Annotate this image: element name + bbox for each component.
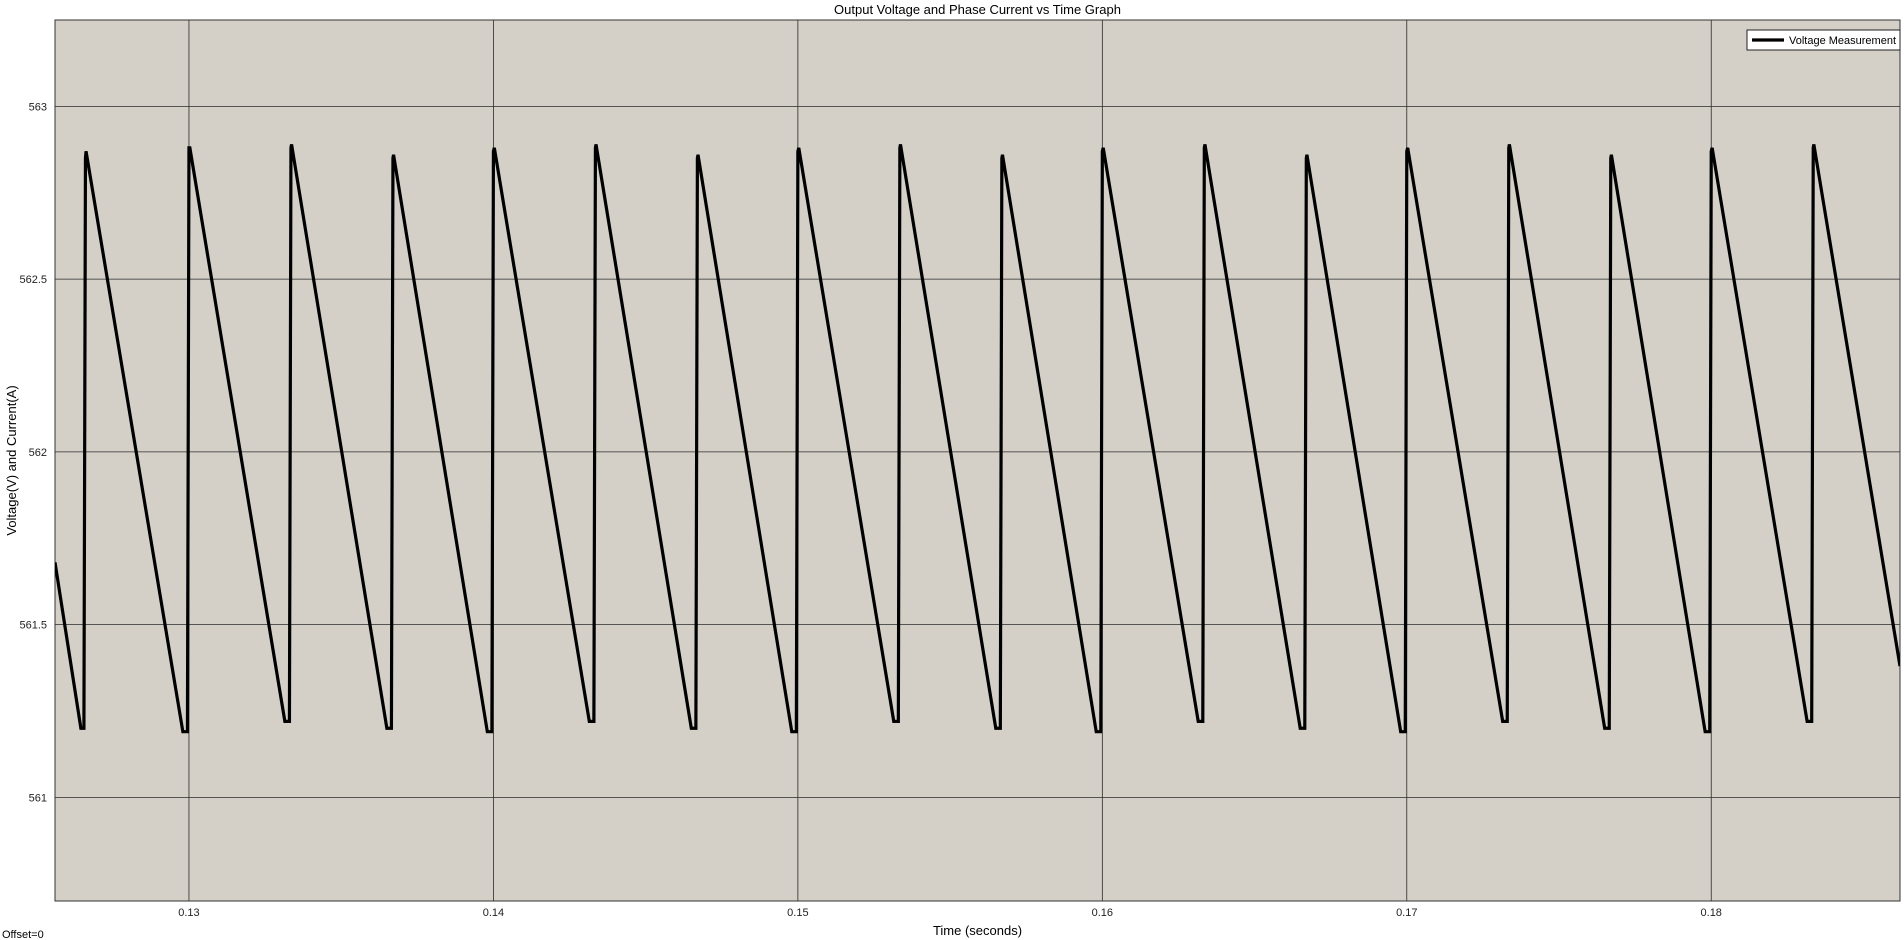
- y-tick-labels: 561 561.5 562 562.5 563: [19, 101, 47, 804]
- legend-label: Voltage Measurement: [1789, 35, 1896, 47]
- legend: Voltage Measurement: [1746, 29, 1901, 51]
- y-tick-label: 562.5: [19, 274, 47, 286]
- x-tick-label: 0.17: [1396, 907, 1417, 919]
- y-tick-label: 562: [29, 447, 47, 459]
- chart-title: Output Voltage and Phase Current vs Time…: [834, 2, 1121, 17]
- x-tick-labels: 0.13 0.14 0.15 0.16 0.17 0.18: [178, 907, 1722, 919]
- x-tick-label: 0.14: [483, 907, 504, 919]
- legend-box: [1746, 29, 1901, 51]
- y-tick-label: 563: [29, 101, 47, 113]
- x-tick-label: 0.16: [1092, 907, 1113, 919]
- series-line-voltage-measurement: [55, 144, 1900, 734]
- x-tick-label: 0.13: [178, 907, 199, 919]
- plot-area: [55, 20, 1900, 901]
- y-axis-label: Voltage(V) and Current(A): [4, 385, 19, 535]
- x-tick-label: 0.18: [1701, 907, 1722, 919]
- axes-box: [54, 19, 1901, 902]
- y-tick-label: 561: [29, 792, 47, 804]
- offset-label: Offset=0: [2, 929, 44, 940]
- y-tick-label: 561.5: [19, 620, 47, 632]
- x-axis-label: Time (seconds): [933, 923, 1022, 938]
- x-tick-label: 0.15: [787, 907, 808, 919]
